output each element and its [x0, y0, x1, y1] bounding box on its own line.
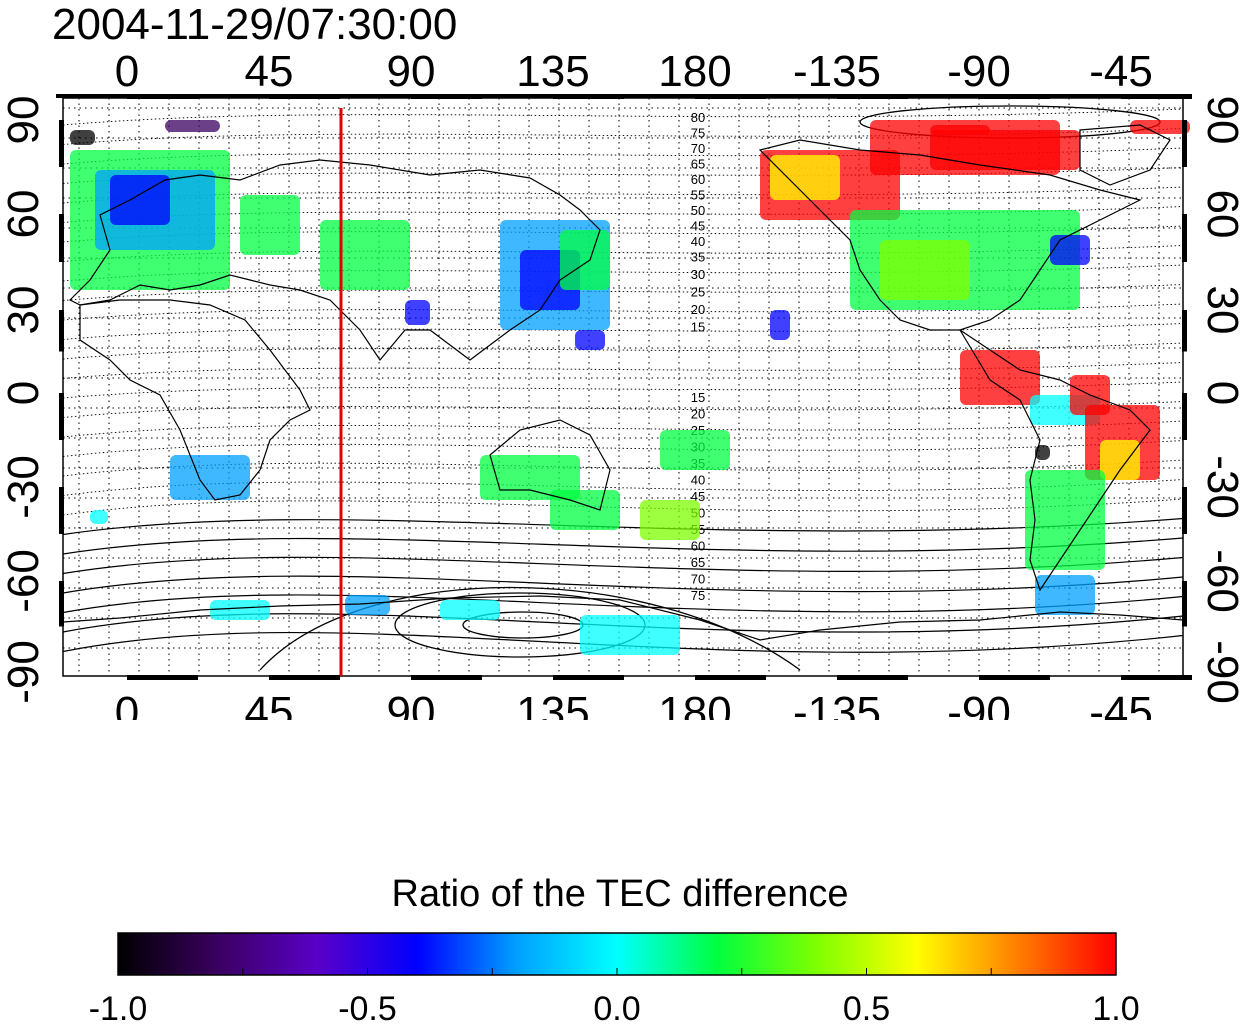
right-lat-tick-label: 90 [1198, 96, 1240, 145]
contour-label: 40 [691, 473, 705, 488]
coastlines [62, 124, 1184, 641]
bottom-lon-tick-label: -90 [947, 688, 1011, 720]
bottom-lon-tick-label: -45 [1089, 688, 1153, 720]
colorbar-gradient [117, 932, 1117, 976]
tec-ratio-patch [480, 455, 580, 500]
contour-label: 20 [691, 407, 705, 422]
contour-label: 20 [691, 302, 705, 317]
bottom-lon-tick-label: 0 [115, 688, 139, 720]
contour-label: 70 [691, 572, 705, 587]
colorbar-tick-label: 0.0 [593, 990, 640, 1024]
contour-label: 25 [691, 285, 705, 300]
contour-label: 70 [691, 141, 705, 156]
right-lat-tick-label: 60 [1198, 190, 1240, 239]
colorbar-tick-label: 1.0 [1092, 990, 1139, 1024]
bottom-lon-tick-label: 45 [245, 688, 294, 720]
tec-ratio-patch [1025, 470, 1105, 570]
tec-ratio-patch [1035, 445, 1050, 460]
tec-ratio-data [70, 120, 1190, 655]
left-lat-tick-label: 30 [0, 286, 48, 335]
colorbar-tick-label: -0.5 [338, 990, 397, 1024]
right-lat-tick-label: -90 [1198, 640, 1240, 704]
tec-ratio-patch [960, 350, 1040, 405]
contour-label: 75 [691, 126, 705, 141]
left-lat-tick-label: -90 [0, 640, 48, 704]
contour-label: 60 [691, 172, 705, 187]
tec-ratio-patch [210, 600, 270, 620]
tec-ratio-patch [345, 595, 390, 615]
colorbar-tick-label: -1.0 [89, 990, 148, 1024]
tec-ratio-patch [1130, 120, 1190, 134]
contour-label: 45 [691, 219, 705, 234]
tec-ratio-patch [770, 155, 840, 200]
colorbar-title: Ratio of the TEC difference [391, 873, 849, 915]
tec-ratio-patch [170, 455, 250, 500]
right-lat-tick-label: -60 [1198, 549, 1240, 613]
tec-ratio-patch [405, 300, 430, 325]
tec-ratio-patch [1100, 440, 1140, 480]
tec-ratio-patch [575, 330, 605, 350]
tec-ratio-patch [560, 230, 610, 290]
magnetic-latitude-contours: 8075706560555045403530252015152025303540… [62, 105, 1184, 671]
tec-ratio-patch [770, 310, 790, 340]
top-lon-tick-label: 0 [115, 47, 139, 96]
top-lon-tick-label: 45 [245, 47, 294, 96]
contour-label: 55 [691, 188, 705, 203]
top-lon-tick-label: -90 [947, 47, 1011, 96]
contour-label: 75 [691, 588, 705, 603]
bottom-lon-tick-label: 90 [387, 688, 436, 720]
contour-label: 30 [691, 267, 705, 282]
tec-ratio-patch [580, 615, 680, 655]
bottom-lon-tick-label: 135 [516, 688, 589, 720]
contour-label: 40 [691, 234, 705, 249]
contour-label: 15 [691, 390, 705, 405]
tec-ratio-patch [440, 600, 500, 620]
contour-label: 65 [691, 157, 705, 172]
tec-ratio-patch [640, 500, 700, 540]
contour-label: 60 [691, 539, 705, 554]
colorbar-ticks: -1.0 -0.5 0.0 0.5 1.0 [89, 968, 1140, 1024]
left-lat-tick-label: 60 [0, 190, 48, 239]
left-lat-tick-label: 0 [0, 381, 48, 405]
bottom-lon-tick-label: -135 [793, 688, 881, 720]
top-lon-tick-label: -45 [1089, 47, 1153, 96]
top-lon-tick-label: 135 [516, 47, 589, 96]
contour-label: 35 [691, 250, 705, 265]
map-title: 2004-11-29/07:30:00 [52, 0, 458, 49]
contour-label: 15 [691, 320, 705, 335]
map-axes: 0 45 90 135 180 -135 -90 -45 0 45 90 135 180 -135 -90 -… [0, 47, 1240, 720]
right-lat-tick-label: 0 [1198, 381, 1240, 405]
tec-ratio-patch [320, 220, 410, 290]
tec-ratio-patch [550, 490, 620, 530]
tec-ratio-patch [165, 120, 220, 132]
contour-label: 80 [691, 110, 705, 125]
tec-ratio-patch [880, 240, 970, 300]
tec-ratio-patch [1050, 235, 1090, 265]
tec-ratio-patch [90, 510, 108, 524]
top-lon-tick-label: 180 [658, 47, 731, 96]
right-lat-tick-label: 30 [1198, 286, 1240, 335]
left-lat-tick-label: -30 [0, 455, 48, 519]
left-lat-tick-label: -60 [0, 549, 48, 613]
tec-ratio-patch [660, 430, 730, 470]
tec-ratio-patch [70, 130, 95, 145]
top-lon-tick-label: -135 [793, 47, 881, 96]
tec-ratio-patch [110, 175, 170, 225]
bottom-lon-tick-label: 180 [658, 688, 731, 720]
colorbar-tick-label: 0.5 [843, 990, 890, 1024]
left-lat-tick-label: 90 [0, 96, 48, 145]
tec-map: 8075706560555045403530252015152025303540… [0, 47, 1240, 720]
right-lat-tick-label: -30 [1198, 455, 1240, 519]
tec-ratio-patch [930, 130, 1080, 170]
top-lon-tick-label: 90 [387, 47, 436, 96]
tec-ratio-patch [240, 195, 300, 255]
tec-ratio-patch [1035, 575, 1095, 615]
contour-label: 50 [691, 203, 705, 218]
contour-label: 65 [691, 555, 705, 570]
tec-ratio-patch [930, 125, 990, 135]
